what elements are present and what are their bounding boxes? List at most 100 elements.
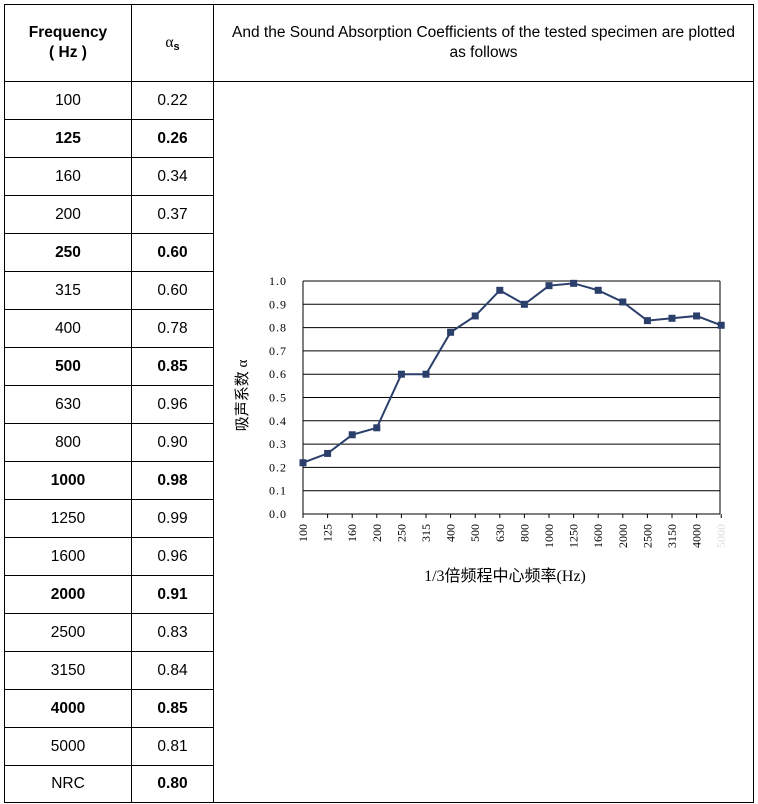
alpha-cell: 0.37	[131, 195, 214, 234]
x-tick-label: 1000	[542, 524, 556, 548]
table-row: 4000 0.85	[4, 689, 754, 728]
alpha-cell: 0.60	[131, 233, 214, 272]
alpha-cell: 0.98	[131, 461, 214, 500]
alpha-cell: 0.81	[131, 727, 214, 766]
x-tick-label: 200	[370, 524, 384, 542]
frequency-cell: 800	[4, 423, 132, 462]
x-tick-label: 800	[517, 524, 531, 542]
alpha-cell: 0.60	[131, 271, 214, 310]
frequency-cell: 3150	[4, 651, 132, 690]
frequency-cell: 250	[4, 233, 132, 272]
table-row: 1000 0.98	[4, 461, 754, 500]
frequency-cell: 4000	[4, 689, 132, 728]
frequency-cell: NRC	[4, 765, 132, 803]
data-point	[373, 424, 381, 432]
data-point	[348, 431, 356, 439]
data-point	[619, 298, 627, 306]
y-tick-label: 1.0	[269, 274, 287, 288]
data-point	[422, 370, 430, 378]
frequency-cell: 2000	[4, 575, 132, 614]
data-point	[324, 449, 332, 457]
data-point	[693, 312, 701, 320]
x-tick-label: 2000	[616, 524, 630, 548]
alpha-symbol: α	[165, 33, 174, 51]
y-tick-label: 0.8	[269, 321, 287, 335]
x-tick-label: 100	[296, 524, 310, 542]
x-tick-label: 400	[444, 524, 458, 542]
frequency-header-title: Frequency	[28, 24, 108, 41]
alpha-cell: 0.80	[131, 765, 214, 803]
frequency-cell: 200	[4, 195, 132, 234]
x-tick-label: 1600	[591, 524, 605, 548]
frequency-cell: 315	[4, 271, 132, 310]
data-point	[570, 279, 578, 287]
header-row: Frequency ( Hz ) αs And the Sound Absorp…	[4, 4, 754, 82]
x-tick-label: 3150	[665, 524, 679, 548]
table-row: 2500 0.83	[4, 613, 754, 652]
y-tick-label: 0.9	[269, 297, 287, 311]
table-row: 3150 0.84	[4, 651, 754, 690]
frequency-header: Frequency ( Hz )	[4, 4, 132, 82]
frequency-cell: 630	[4, 385, 132, 424]
y-tick-label: 0.3	[269, 437, 287, 451]
frequency-cell: 125	[4, 119, 132, 158]
data-point	[299, 459, 307, 467]
data-point	[668, 314, 676, 322]
frequency-cell: 1000	[4, 461, 132, 500]
y-axis-label: 吸声系数 α	[233, 360, 251, 432]
alpha-cell: 0.90	[131, 423, 214, 462]
y-tick-label: 0.7	[269, 344, 287, 358]
alpha-cell: 0.26	[131, 119, 214, 158]
alpha-cell: 0.85	[131, 689, 214, 728]
table-row: 250 0.60	[4, 233, 754, 272]
table-row: 1250 0.99	[4, 499, 754, 538]
data-point	[643, 317, 651, 325]
absorption-report-table: Frequency ( Hz ) αs And the Sound Absorp…	[4, 4, 754, 803]
alpha-cell: 0.96	[131, 537, 214, 576]
data-point	[397, 370, 405, 378]
chart-cell: 0.0 0.1 0.2 0.3 0.4 0.5 0.6 0.7 0.8 0.9 1.0 100 125 1…	[213, 81, 754, 803]
alpha-cell: 0.22	[131, 81, 214, 120]
table-row: 500 0.85	[4, 347, 754, 386]
x-tick-label: 1250	[567, 524, 581, 548]
alpha-cell: 0.85	[131, 347, 214, 386]
alpha-header: αs	[131, 4, 214, 82]
absorption-chart: 0.0 0.1 0.2 0.3 0.4 0.5 0.6 0.7 0.8 0.9 1.0 100 125 1…	[233, 274, 728, 585]
frequency-cell: 400	[4, 309, 132, 348]
table-row: 5000 0.81	[4, 727, 754, 766]
y-tick-label: 0.2	[269, 460, 287, 474]
table-row: 2000 0.91	[4, 575, 754, 614]
data-point	[496, 286, 504, 294]
alpha-cell: 0.91	[131, 575, 214, 614]
x-tick-label: 160	[345, 524, 359, 542]
frequency-cell: 100	[4, 81, 132, 120]
alpha-cell: 0.96	[131, 385, 214, 424]
x-tick-label: 5000	[714, 524, 728, 548]
x-tick-label: 2500	[640, 524, 654, 548]
y-tick-label: 0.4	[269, 414, 287, 428]
data-point	[520, 300, 528, 308]
frequency-cell: 2500	[4, 613, 132, 652]
alpha-cell: 0.78	[131, 309, 214, 348]
y-tick-label: 0.5	[269, 391, 287, 405]
alpha-cell: 0.99	[131, 499, 214, 538]
table-row: 1600 0.96	[4, 537, 754, 576]
frequency-header-unit: ( Hz )	[49, 44, 87, 61]
table-row: 200 0.37	[4, 195, 754, 234]
alpha-cell: 0.83	[131, 613, 214, 652]
x-tick-label: 500	[468, 524, 482, 542]
alpha-subscript: s	[173, 40, 180, 53]
y-tick-label: 0.6	[269, 367, 287, 381]
series-line	[302, 282, 722, 464]
data-point	[717, 321, 725, 329]
table-row: 160 0.34	[4, 157, 754, 196]
y-tick-label: 0.0	[269, 507, 287, 521]
table-row: NRC 0.80	[4, 765, 754, 803]
y-tick-label: 0.1	[269, 484, 287, 498]
table-row: 100 0.22 0.0 0.1 0.2 0.3 0.4 0.5 0.6 0.7 0.8 0.9 1.0…	[4, 81, 754, 803]
data-point	[545, 282, 553, 290]
x-tick-label: 630	[493, 524, 507, 542]
frequency-cell: 500	[4, 347, 132, 386]
alpha-cell: 0.34	[131, 157, 214, 196]
x-tick-label: 4000	[690, 524, 704, 548]
